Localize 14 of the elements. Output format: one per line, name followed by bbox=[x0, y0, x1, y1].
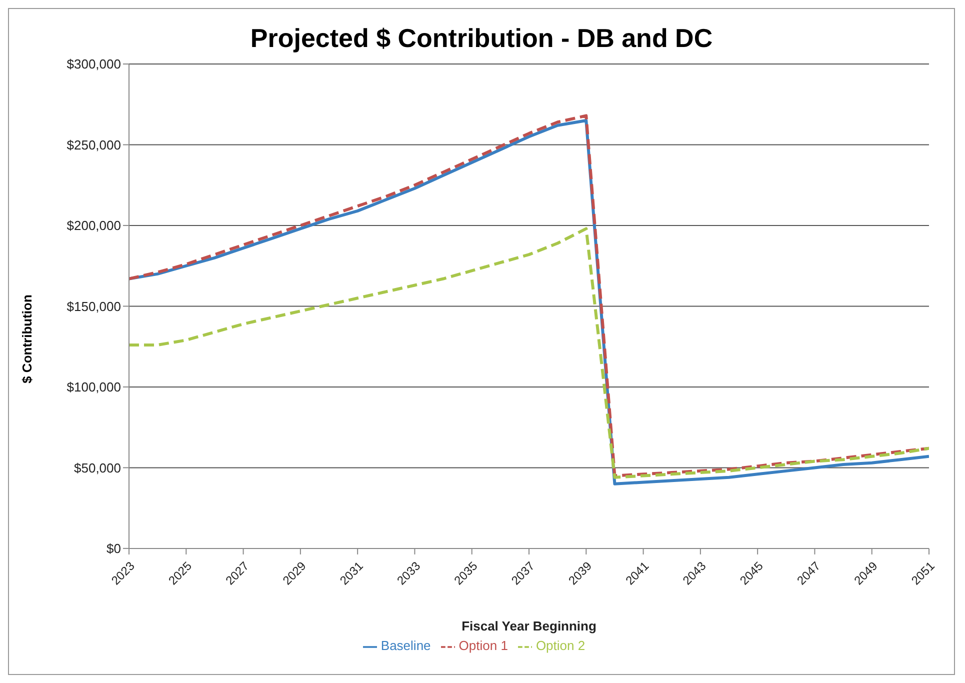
y-tick-label: $200,000 bbox=[66, 218, 121, 234]
legend-label: Baseline bbox=[380, 638, 431, 654]
y-tick-label: $150,000 bbox=[66, 298, 121, 314]
y-tick-label: $300,000 bbox=[66, 56, 121, 72]
legend-label: Option 1 bbox=[458, 638, 508, 654]
y-tick-label: $50,000 bbox=[74, 460, 121, 476]
line-series bbox=[129, 227, 929, 479]
y-tick-label: $0 bbox=[106, 541, 121, 556]
legend-label: Option 2 bbox=[536, 638, 586, 654]
x-axis-title: Fiscal Year Beginning bbox=[462, 618, 596, 634]
chart-title: Projected $ Contribution - DB and DC bbox=[249, 23, 714, 54]
y-tick-label: $100,000 bbox=[66, 380, 121, 395]
y-axis-title: $ Contribution bbox=[20, 294, 34, 384]
y-tick-label: $250,000 bbox=[66, 137, 121, 152]
